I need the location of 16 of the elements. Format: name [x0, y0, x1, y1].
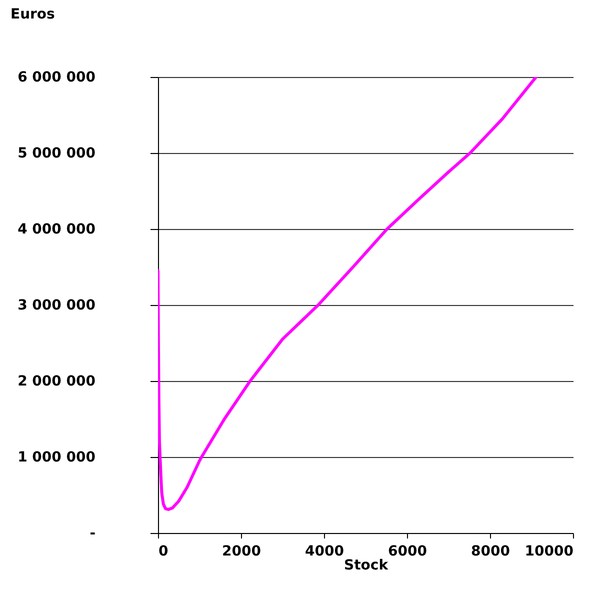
y-tick-label: 3 000 000 — [18, 298, 96, 314]
x-tick-label: 0 — [158, 544, 168, 560]
y-tick-label: 6 000 000 — [18, 70, 96, 86]
x-tick-label: 10000 — [524, 544, 574, 560]
x-axis-title: Stock — [344, 558, 389, 574]
y-tick-label: 5 000 000 — [18, 146, 96, 162]
x-tick-label: 6000 — [388, 544, 428, 560]
x-tick-label: 2000 — [222, 544, 262, 560]
line-series — [158, 77, 538, 511]
y-tick-label: 1 000 000 — [18, 450, 96, 466]
y-tick-label: - — [90, 526, 96, 542]
y-tick-label: 4 000 000 — [18, 222, 96, 238]
y-tick-label: 2 000 000 — [18, 374, 96, 390]
x-tick-label: 4000 — [305, 544, 344, 560]
x-tick-label: 8000 — [471, 544, 510, 560]
y-axis-title: Euros — [10, 6, 55, 22]
